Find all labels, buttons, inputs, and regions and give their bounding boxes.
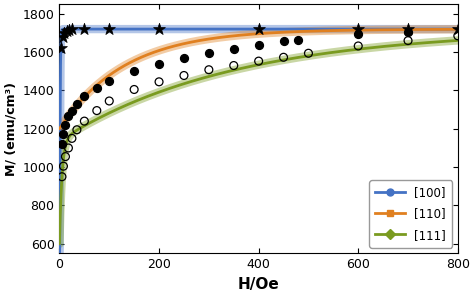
Point [62, 154, 69, 159]
Point [280, 38, 287, 43]
X-axis label: H/Oe: H/Oe [238, 277, 280, 292]
Point [205, 67, 213, 72]
Point [81, 119, 88, 123]
Point [155, 27, 163, 31]
Point [255, 27, 263, 31]
Point [280, 55, 287, 60]
Point [61, 30, 68, 35]
Point [105, 99, 113, 103]
Point [58, 142, 66, 147]
Point [255, 59, 263, 63]
Point [73, 127, 81, 132]
Point [68, 108, 76, 113]
Point [205, 51, 213, 55]
Point [68, 136, 76, 141]
Point [355, 44, 362, 48]
Point [63, 29, 71, 33]
Y-axis label: M/ (emu/cm³): M/ (emu/cm³) [4, 82, 17, 176]
Point [404, 30, 412, 34]
Point [180, 55, 188, 60]
Point [68, 27, 76, 32]
Point [59, 34, 67, 39]
Point [105, 78, 113, 83]
Point [81, 27, 88, 31]
Point [105, 27, 113, 31]
Point [64, 146, 72, 150]
Point [230, 63, 237, 68]
Point [454, 27, 462, 31]
Point [60, 164, 67, 168]
Point [180, 73, 188, 78]
Point [404, 38, 412, 43]
Point [295, 37, 302, 42]
Point [130, 69, 138, 74]
Point [454, 33, 462, 38]
Point [57, 46, 65, 51]
Point [93, 108, 100, 113]
Point [155, 61, 163, 66]
Legend: [100], [110], [111]: [100], [110], [111] [369, 180, 452, 247]
Point [355, 31, 362, 36]
Point [60, 131, 67, 136]
Point [58, 174, 66, 179]
Point [155, 79, 163, 84]
Point [230, 47, 237, 52]
Point [64, 114, 72, 119]
Point [73, 102, 81, 106]
Point [93, 85, 100, 90]
Point [81, 94, 88, 99]
Point [62, 123, 69, 127]
Point [255, 42, 263, 47]
Point [130, 87, 138, 92]
Point [305, 51, 312, 56]
Point [65, 28, 73, 33]
Point [355, 27, 362, 32]
Point [404, 27, 412, 31]
